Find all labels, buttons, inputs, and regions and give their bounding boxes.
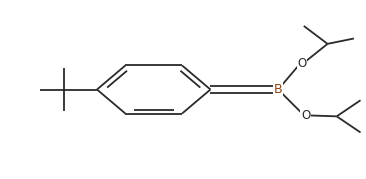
Text: O: O <box>297 57 307 70</box>
Text: B: B <box>274 83 283 96</box>
Text: O: O <box>301 109 310 122</box>
